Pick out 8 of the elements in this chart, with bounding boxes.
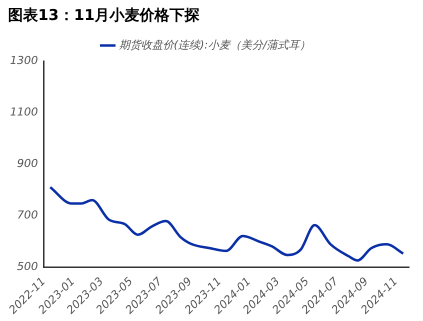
y-tick-label: 1300 xyxy=(10,54,38,67)
y-tick-label: 900 xyxy=(16,156,38,170)
legend-label: 期货收盘价(连续):小麦（美分/蒲式耳） xyxy=(118,38,311,52)
y-tick-label: 700 xyxy=(16,208,38,222)
y-tick-label: 1100 xyxy=(10,105,38,118)
y-tick-label: 500 xyxy=(16,260,38,274)
line-series xyxy=(49,186,404,262)
chart-title: 图表13：11月小麦价格下探 xyxy=(7,5,201,26)
